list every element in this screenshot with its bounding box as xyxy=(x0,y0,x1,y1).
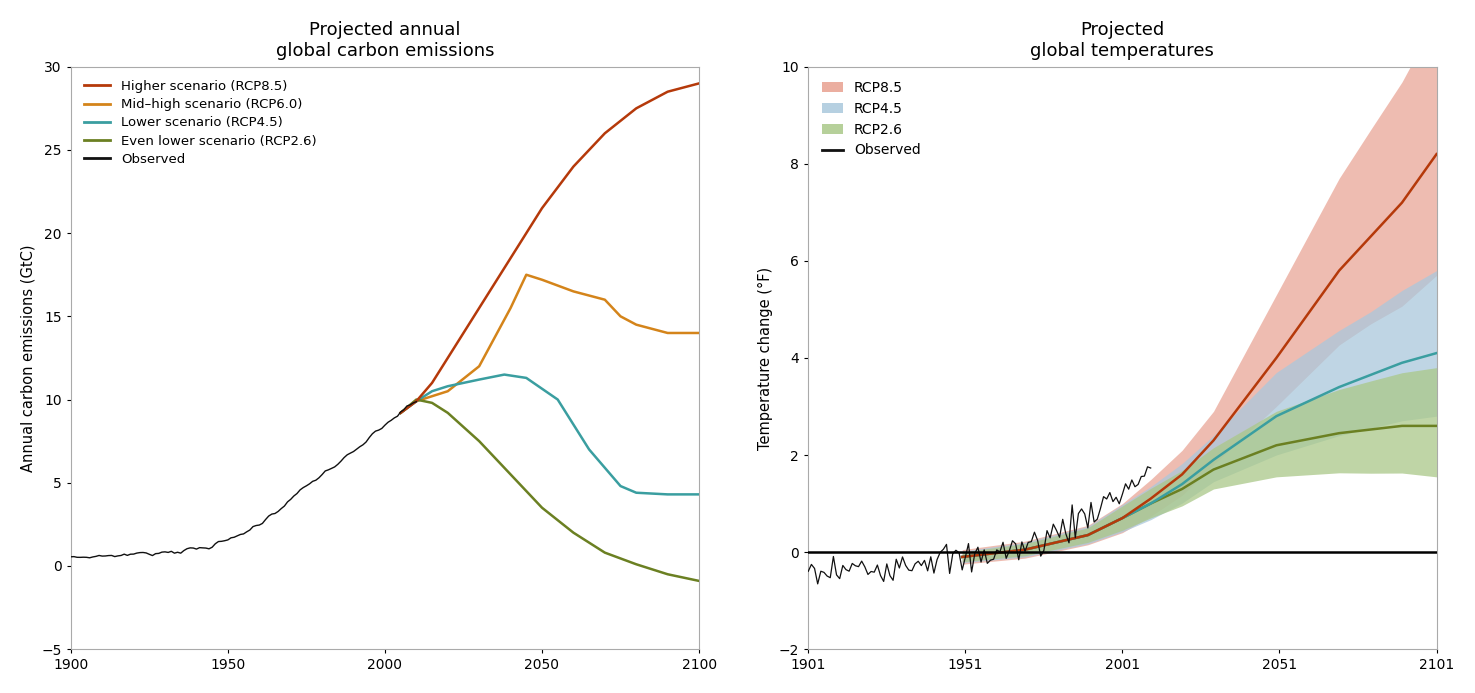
Y-axis label: Temperature change (°F): Temperature change (°F) xyxy=(758,266,773,450)
Title: Projected
global temperatures: Projected global temperatures xyxy=(1031,21,1214,60)
Title: Projected annual
global carbon emissions: Projected annual global carbon emissions xyxy=(276,21,494,60)
Legend: Higher scenario (RCP8.5), Mid–high scenario (RCP6.0), Lower scenario (RCP4.5), E: Higher scenario (RCP8.5), Mid–high scena… xyxy=(77,73,323,173)
Y-axis label: Annual carbon emissions (GtC): Annual carbon emissions (GtC) xyxy=(21,244,35,472)
Legend: RCP8.5, RCP4.5, RCP2.6, Observed: RCP8.5, RCP4.5, RCP2.6, Observed xyxy=(816,73,928,164)
